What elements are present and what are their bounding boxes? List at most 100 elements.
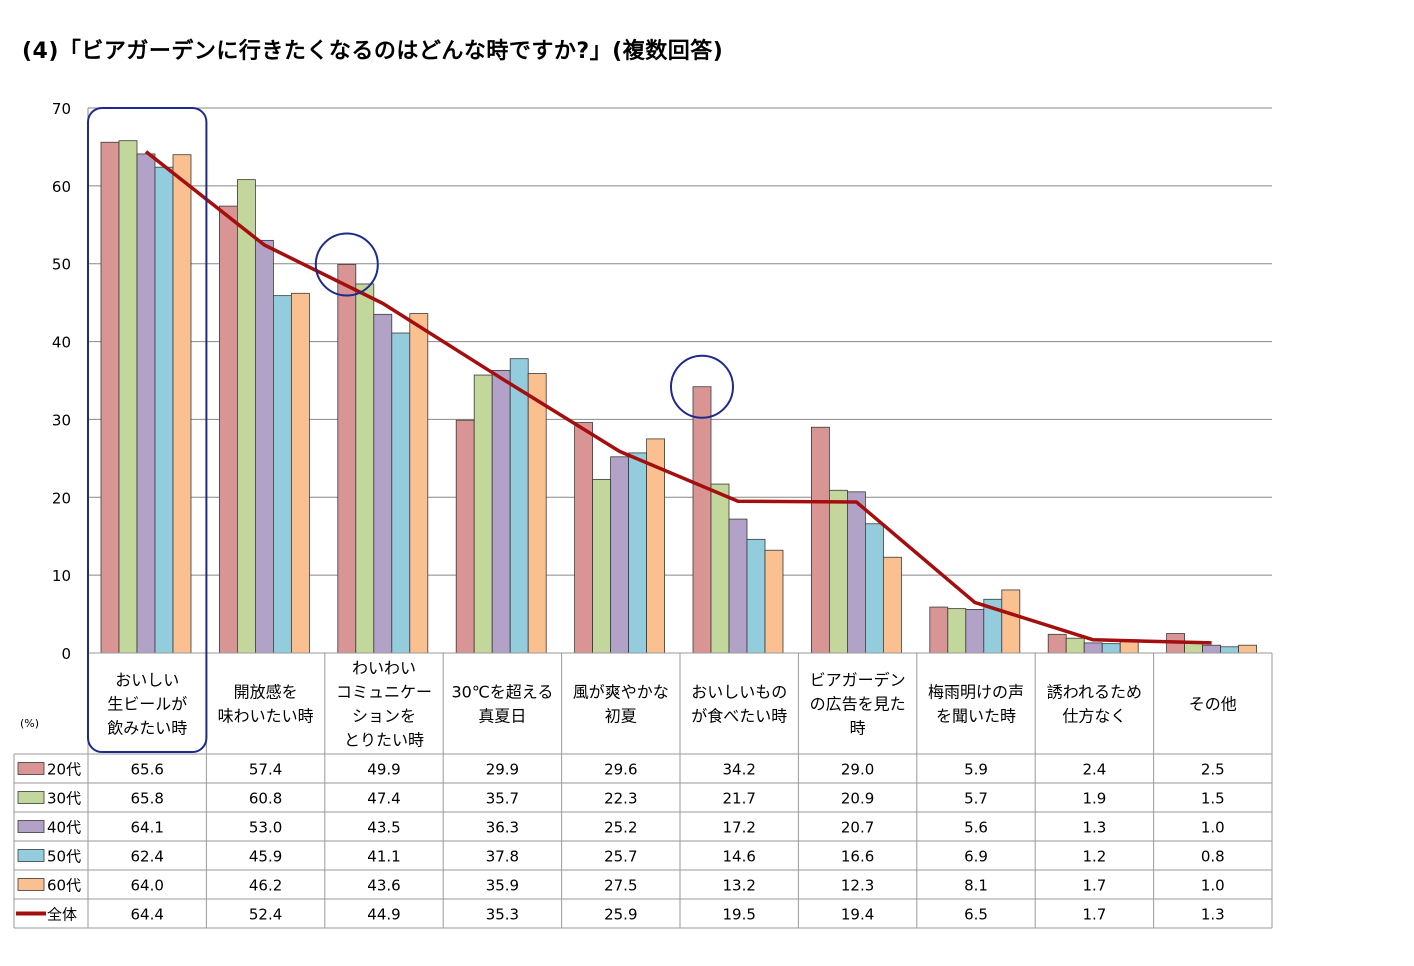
category-label: 誘われるため bbox=[1047, 683, 1142, 702]
data-label: 43.6 bbox=[367, 877, 400, 895]
data-label: 49.9 bbox=[367, 761, 400, 779]
bar bbox=[1101, 643, 1121, 654]
data-label: 64.0 bbox=[130, 877, 163, 895]
data-label: 29.6 bbox=[604, 761, 637, 779]
bar bbox=[811, 426, 830, 654]
data-label: 5.7 bbox=[964, 790, 988, 808]
data-label: 29.0 bbox=[841, 761, 874, 779]
category-label: 飲みたい時 bbox=[107, 719, 187, 738]
category-label: 仕方なく bbox=[1062, 707, 1126, 726]
data-label: 65.8 bbox=[130, 790, 163, 808]
highlight-circle bbox=[670, 354, 734, 419]
data-label: 46.2 bbox=[249, 877, 282, 895]
bar bbox=[710, 483, 730, 654]
data-label: 52.4 bbox=[249, 906, 282, 924]
data-label: 1.7 bbox=[1082, 877, 1106, 895]
bar bbox=[509, 358, 529, 654]
data-label: 57.4 bbox=[249, 761, 282, 779]
bar bbox=[337, 264, 357, 654]
legend-label: 40代 bbox=[47, 819, 81, 837]
data-label: 64.1 bbox=[130, 819, 163, 837]
data-label: 0.8 bbox=[1201, 848, 1225, 866]
category-label: 真夏日 bbox=[478, 707, 526, 726]
data-label: 6.5 bbox=[964, 906, 988, 924]
bar bbox=[746, 538, 766, 654]
category-label: 生ビールが bbox=[107, 695, 187, 714]
data-label: 22.3 bbox=[604, 790, 637, 808]
bar bbox=[409, 313, 429, 654]
legend-label: 50代 bbox=[47, 848, 81, 866]
data-label: 1.5 bbox=[1201, 790, 1225, 808]
bar bbox=[290, 292, 310, 654]
data-label: 1.7 bbox=[1082, 906, 1106, 924]
data-label: 36.3 bbox=[486, 819, 519, 837]
category-label: わいわい bbox=[352, 659, 416, 678]
category-label: が食べたい時 bbox=[691, 707, 787, 726]
data-label: 20.9 bbox=[841, 790, 874, 808]
data-label: 19.4 bbox=[841, 906, 874, 924]
data-label: 25.2 bbox=[604, 819, 637, 837]
category-label: の広告を見た bbox=[810, 695, 906, 714]
data-label: 25.7 bbox=[604, 848, 637, 866]
category-label: 風が爽やかな bbox=[573, 683, 669, 702]
data-label: 1.3 bbox=[1082, 819, 1106, 837]
data-label: 27.5 bbox=[604, 877, 637, 895]
data-label: 47.4 bbox=[367, 790, 400, 808]
bar bbox=[355, 283, 375, 654]
data-label: 13.2 bbox=[722, 877, 755, 895]
data-label: 43.5 bbox=[367, 819, 400, 837]
data-label: 1.9 bbox=[1082, 790, 1106, 808]
category-label: おいしい bbox=[115, 671, 179, 690]
bar bbox=[491, 369, 511, 654]
data-label: 44.9 bbox=[367, 906, 400, 924]
bar bbox=[692, 386, 712, 654]
y-tick-label: 30 bbox=[52, 411, 71, 429]
data-label: 62.4 bbox=[130, 848, 163, 866]
bar bbox=[592, 478, 611, 654]
category-label: とりたい時 bbox=[344, 731, 424, 750]
data-label: 1.3 bbox=[1201, 906, 1225, 924]
data-label: 41.1 bbox=[367, 848, 400, 866]
bar bbox=[100, 141, 120, 654]
bar bbox=[236, 179, 256, 654]
bar bbox=[218, 205, 238, 654]
category-label: 梅雨明けの声 bbox=[928, 683, 1024, 702]
data-label: 2.5 bbox=[1201, 761, 1225, 779]
legend-key bbox=[17, 762, 45, 775]
bar bbox=[1220, 646, 1239, 654]
data-label: 53.0 bbox=[249, 819, 282, 837]
legend-key bbox=[17, 791, 45, 804]
category-label: 初夏 bbox=[605, 707, 637, 726]
bar bbox=[118, 140, 138, 654]
y-tick-label: 0 bbox=[61, 645, 71, 663]
data-label: 34.2 bbox=[722, 761, 755, 779]
bar bbox=[865, 523, 884, 654]
legend-label: 全体 bbox=[47, 906, 77, 924]
data-label: 2.4 bbox=[1082, 761, 1106, 779]
bar bbox=[628, 452, 647, 654]
data-label: 35.7 bbox=[486, 790, 519, 808]
data-label: 37.8 bbox=[486, 848, 519, 866]
bar bbox=[929, 606, 949, 654]
category-label: おいしいもの bbox=[691, 683, 787, 702]
highlight-box bbox=[87, 107, 208, 753]
category-label: ビアガーデン bbox=[810, 671, 906, 690]
data-label: 12.3 bbox=[841, 877, 874, 895]
data-label: 6.9 bbox=[964, 848, 988, 866]
y-tick-label: 40 bbox=[52, 334, 71, 352]
y-tick-label: 20 bbox=[52, 489, 71, 507]
legend-key bbox=[17, 878, 45, 891]
category-label: を聞いた時 bbox=[936, 707, 1016, 726]
unit-label: (%) bbox=[20, 717, 39, 730]
data-label: 5.9 bbox=[964, 761, 988, 779]
bar bbox=[1202, 644, 1221, 654]
category-label: 開放感を bbox=[234, 683, 298, 702]
data-label: 8.1 bbox=[964, 877, 988, 895]
data-label: 1.0 bbox=[1201, 877, 1225, 895]
bar bbox=[136, 153, 156, 654]
data-label: 1.0 bbox=[1201, 819, 1225, 837]
bar bbox=[1047, 633, 1067, 654]
bar bbox=[154, 166, 174, 654]
category-label: 時 bbox=[850, 719, 866, 738]
